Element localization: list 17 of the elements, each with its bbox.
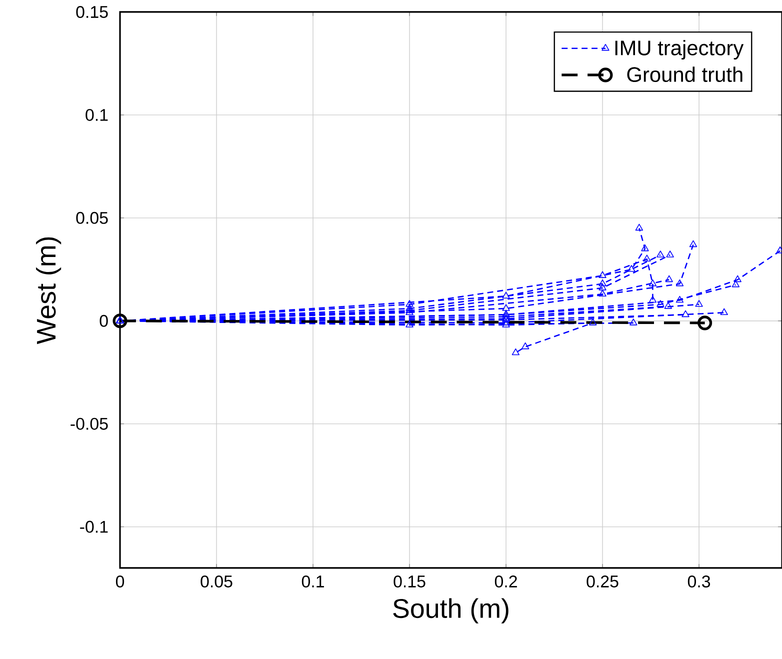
legend-label: IMU trajectory	[615, 40, 744, 60]
x-tick-label: 0.1	[302, 575, 324, 588]
y-tick-label: 0	[100, 314, 108, 327]
x-tick-label: 0.2	[494, 575, 517, 588]
legend-label: Ground truth	[627, 66, 742, 82]
y-tick-label: 0.05	[76, 212, 108, 224]
x-tick-label: 0.05	[200, 575, 232, 588]
y-tick-label: -0.05	[70, 418, 108, 430]
x-tick-label: 0	[116, 575, 124, 588]
y-axis-title: West (m)	[36, 237, 62, 344]
x-tick-label: 0.15	[394, 575, 426, 588]
x-tick-label: 0.3	[688, 575, 710, 588]
x-tick-label: 0.25	[586, 575, 618, 588]
y-tick-label: 0.1	[86, 108, 108, 121]
y-tick-label: -0.1	[80, 520, 108, 533]
x-axis-title: South (m)	[393, 598, 508, 624]
y-tick-label: 0.15	[76, 6, 108, 18]
